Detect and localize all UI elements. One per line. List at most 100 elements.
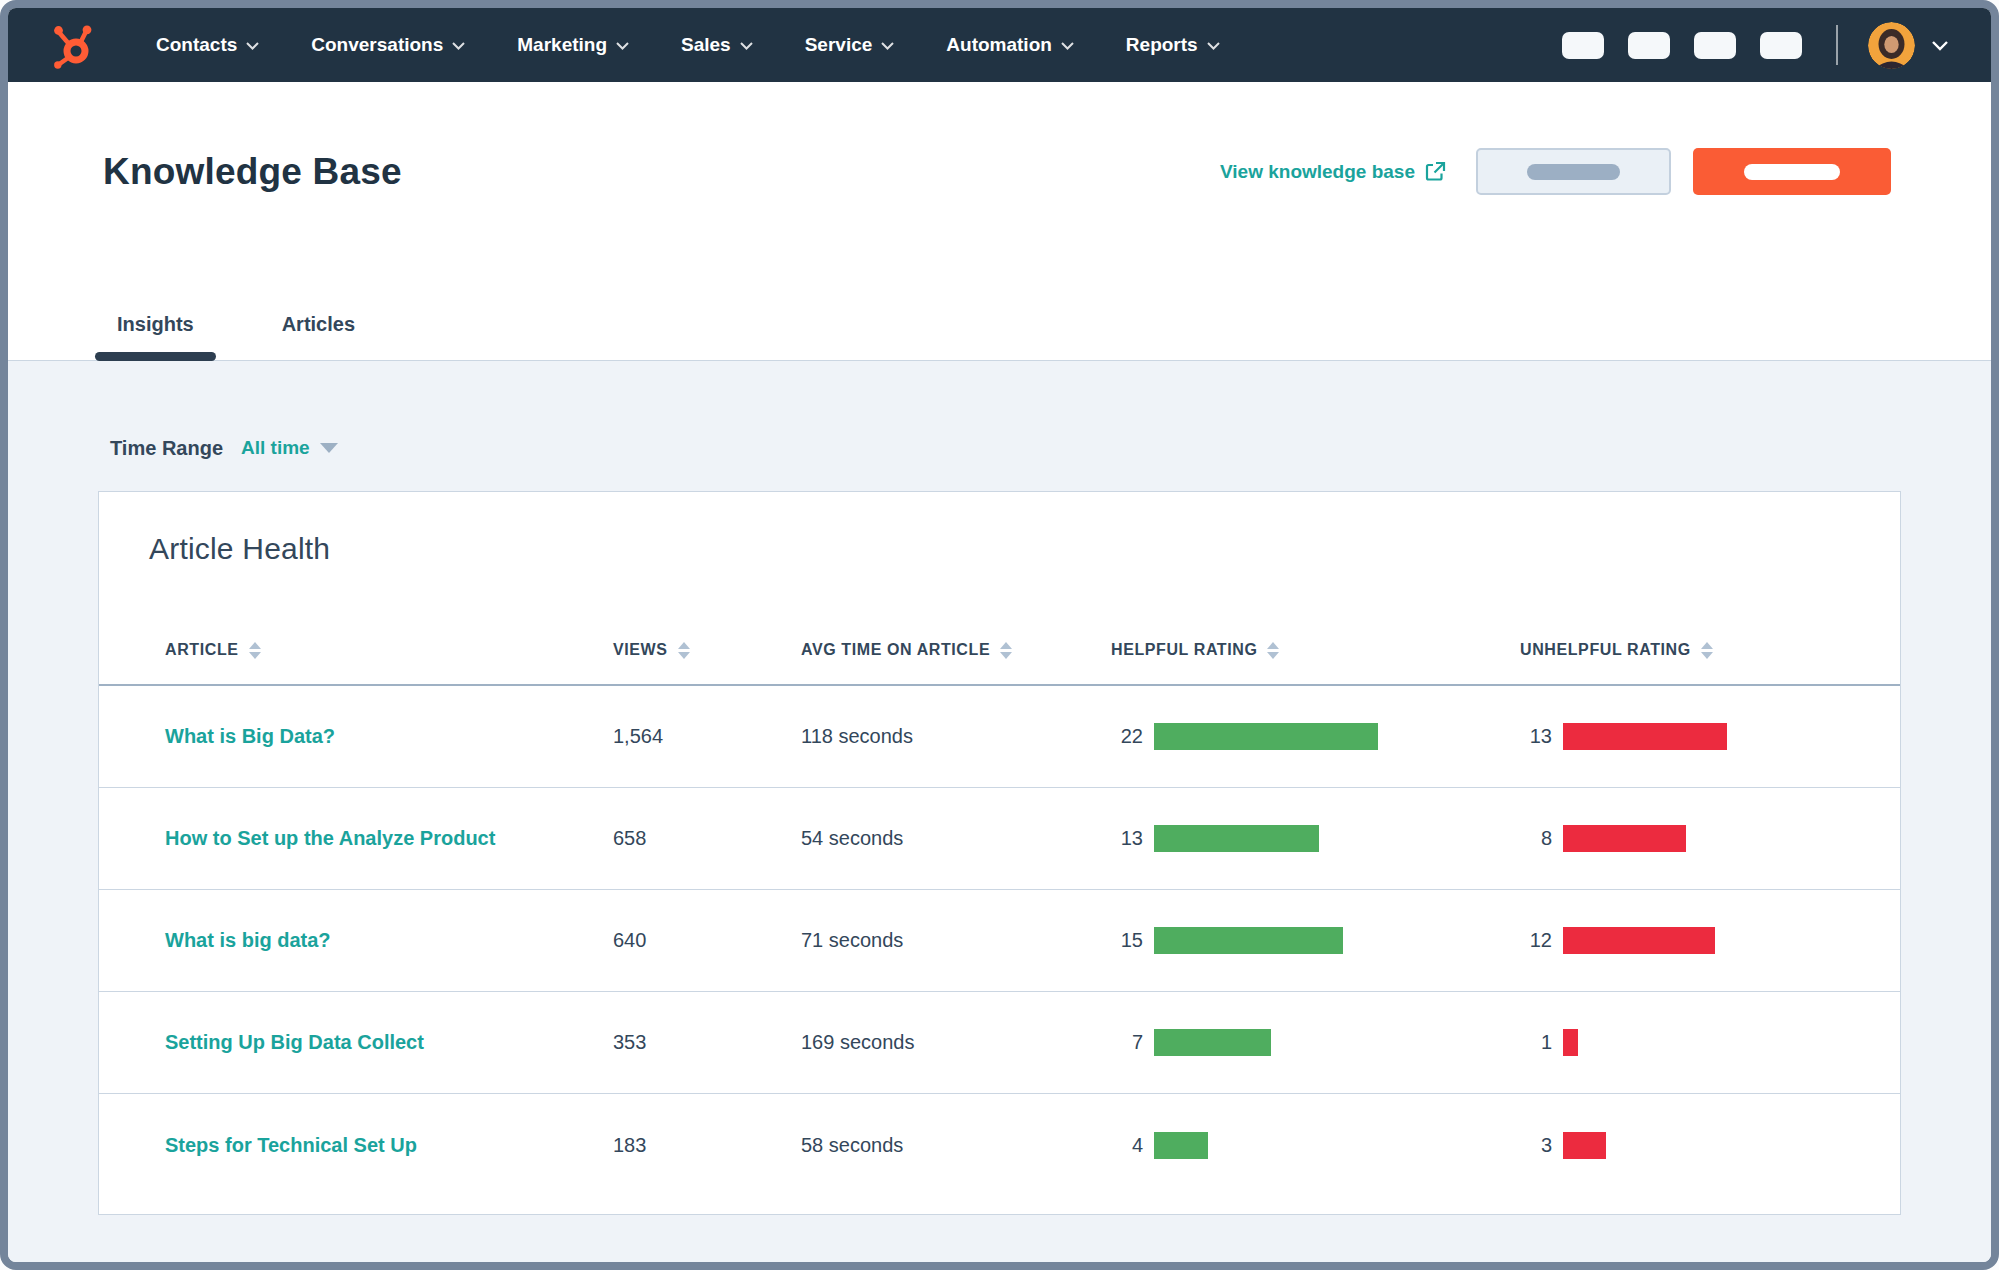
avg-time-value: 58 seconds <box>801 1134 1111 1157</box>
article-health-card: Article Health ARTICLE VIEWS AVG TIME ON… <box>98 491 1901 1215</box>
nav-item-label: Automation <box>946 34 1052 56</box>
nav-item-automation[interactable]: Automation <box>946 34 1074 56</box>
unhelpful-rating: 8 <box>1520 825 1900 852</box>
top-nav: Contacts Conversations Marketing Sales S… <box>8 8 1991 82</box>
nav-item-label: Contacts <box>156 34 237 56</box>
views-value: 183 <box>613 1134 801 1157</box>
column-header-unhelpful[interactable]: UNHELPFUL RATING <box>1520 641 1900 659</box>
avg-time-value: 169 seconds <box>801 1031 1111 1054</box>
time-range-label: Time Range <box>110 437 223 460</box>
views-value: 640 <box>613 929 801 952</box>
views-value: 658 <box>613 827 801 850</box>
sort-arrows-icon <box>1267 642 1279 659</box>
table-row: How to Set up the Analyze Product 658 54… <box>99 788 1900 890</box>
nav-action-placeholder-1[interactable] <box>1562 32 1604 59</box>
tab-bar: Insights Articles <box>103 313 369 360</box>
card-title: Article Health <box>99 492 1900 566</box>
time-range-value: All time <box>241 437 310 459</box>
avg-time-value: 118 seconds <box>801 725 1111 748</box>
unhelpful-count: 8 <box>1520 827 1552 850</box>
primary-button-placeholder[interactable] <box>1693 148 1891 195</box>
nav-item-label: Service <box>805 34 873 56</box>
article-link[interactable]: What is big data? <box>165 929 613 952</box>
avg-time-value: 71 seconds <box>801 929 1111 952</box>
nav-item-label: Marketing <box>517 34 607 56</box>
unhelpful-count: 12 <box>1520 929 1552 952</box>
helpful-count: 13 <box>1111 827 1143 850</box>
nav-divider <box>1836 25 1838 65</box>
views-value: 353 <box>613 1031 801 1054</box>
unhelpful-rating: 3 <box>1520 1132 1900 1159</box>
hubspot-sprocket-icon[interactable] <box>46 19 98 71</box>
nav-item-label: Reports <box>1126 34 1198 56</box>
view-knowledge-base-link[interactable]: View knowledge base <box>1220 161 1446 183</box>
nav-item-marketing[interactable]: Marketing <box>517 34 629 56</box>
app-window: Contacts Conversations Marketing Sales S… <box>0 0 1999 1270</box>
article-link[interactable]: How to Set up the Analyze Product <box>165 827 613 850</box>
helpful-rating: 15 <box>1111 927 1520 954</box>
time-range-dropdown[interactable]: All time <box>241 437 338 459</box>
chevron-down-icon <box>616 42 629 50</box>
article-link[interactable]: Setting Up Big Data Collect <box>165 1031 613 1054</box>
column-header-article[interactable]: ARTICLE <box>165 641 613 659</box>
chevron-down-icon <box>881 42 894 50</box>
unhelpful-bar <box>1563 825 1686 852</box>
unhelpful-bar <box>1563 723 1727 750</box>
sort-arrows-icon <box>1000 642 1012 659</box>
table-row: What is big data? 640 71 seconds 15 12 <box>99 890 1900 992</box>
column-header-helpful[interactable]: HELPFUL RATING <box>1111 641 1520 659</box>
caret-down-icon <box>320 443 338 453</box>
table-header-row: ARTICLE VIEWS AVG TIME ON ARTICLE HELPFU… <box>99 616 1900 686</box>
chevron-down-icon <box>1061 42 1074 50</box>
table-row: What is Big Data? 1,564 118 seconds 22 1… <box>99 686 1900 788</box>
page-header: Knowledge Base View knowledge base Insig… <box>8 148 1991 361</box>
unhelpful-rating: 1 <box>1520 1029 1900 1056</box>
sort-arrows-icon <box>678 642 690 659</box>
unhelpful-rating: 12 <box>1520 927 1900 954</box>
nav-item-conversations[interactable]: Conversations <box>311 34 465 56</box>
helpful-rating: 7 <box>1111 1029 1520 1056</box>
user-avatar[interactable] <box>1868 22 1915 69</box>
column-header-views[interactable]: VIEWS <box>613 641 801 659</box>
chevron-down-icon <box>740 42 753 50</box>
nav-item-service[interactable]: Service <box>805 34 895 56</box>
unhelpful-count: 1 <box>1520 1031 1552 1054</box>
helpful-bar <box>1154 723 1378 750</box>
nav-action-placeholder-2[interactable] <box>1628 32 1670 59</box>
helpful-bar <box>1154 1132 1208 1159</box>
helpful-bar <box>1154 1029 1271 1056</box>
nav-right-cluster <box>1538 22 1949 69</box>
tab-insights[interactable]: Insights <box>103 313 208 360</box>
helpful-count: 15 <box>1111 929 1143 952</box>
unhelpful-bar <box>1563 927 1715 954</box>
nav-item-sales[interactable]: Sales <box>681 34 753 56</box>
nav-item-contacts[interactable]: Contacts <box>156 34 259 56</box>
nav-item-reports[interactable]: Reports <box>1126 34 1220 56</box>
external-link-icon <box>1425 161 1446 182</box>
helpful-count: 4 <box>1111 1134 1143 1157</box>
nav-menu: Contacts Conversations Marketing Sales S… <box>156 34 1220 56</box>
helpful-rating: 22 <box>1111 723 1520 750</box>
unhelpful-bar <box>1563 1029 1578 1056</box>
avg-time-value: 54 seconds <box>801 827 1111 850</box>
account-chevron-down-icon[interactable] <box>1931 40 1949 51</box>
article-link[interactable]: Steps for Technical Set Up <box>165 1134 613 1157</box>
button-label-placeholder <box>1744 164 1840 180</box>
button-label-placeholder <box>1527 164 1620 180</box>
unhelpful-count: 13 <box>1520 725 1552 748</box>
chevron-down-icon <box>452 42 465 50</box>
nav-action-placeholder-3[interactable] <box>1694 32 1736 59</box>
table-row: Setting Up Big Data Collect 353 169 seco… <box>99 992 1900 1094</box>
nav-action-placeholder-4[interactable] <box>1760 32 1802 59</box>
column-header-avg-time[interactable]: AVG TIME ON ARTICLE <box>801 641 1111 659</box>
tab-articles[interactable]: Articles <box>268 313 369 360</box>
article-link[interactable]: What is Big Data? <box>165 725 613 748</box>
sort-arrows-icon <box>1701 642 1713 659</box>
views-value: 1,564 <box>613 725 801 748</box>
header-actions: View knowledge base <box>1220 148 1891 195</box>
content-area: Time Range All time Article Health ARTIC… <box>8 361 1991 1270</box>
chevron-down-icon <box>1207 42 1220 50</box>
secondary-button-placeholder[interactable] <box>1476 148 1671 195</box>
table-row: Steps for Technical Set Up 183 58 second… <box>99 1094 1900 1196</box>
nav-item-label: Conversations <box>311 34 443 56</box>
